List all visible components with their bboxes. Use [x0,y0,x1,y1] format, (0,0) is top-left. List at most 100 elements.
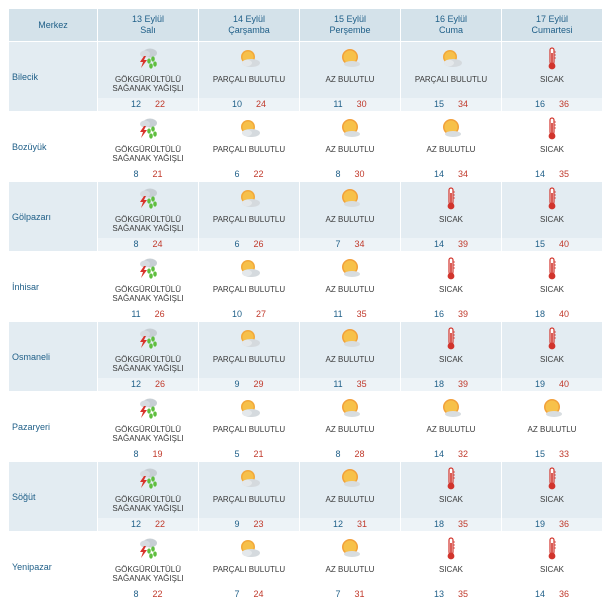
min-temperature: 14 [534,169,545,179]
min-temperature: 8 [335,449,341,459]
min-temperature: 14 [433,239,444,249]
condition-line: SAĞANAK YAĞIŞLI [112,364,184,373]
thermometer-icon [539,116,565,142]
temperature-range: 7 24 [199,588,299,601]
condition-line: PARÇALI BULUTLU [212,145,286,154]
forecast-cell: AZ BULUTLU 11 35 [300,252,400,321]
forecast-cell: AZ BULUTLU 12 31 [300,462,400,531]
forecast-cell: PARÇALI BULUTLU 9 23 [199,462,299,531]
forecast-cell: AZ BULUTLU 11 35 [300,322,400,391]
temperature-range: 6 22 [199,168,299,181]
mostly-sunny-icon [337,466,363,492]
thunderstorm-rain-icon [135,46,161,72]
temperature-range: 12 26 [98,378,198,391]
max-temperature: 35 [559,169,570,179]
condition-line: SICAK [539,285,564,294]
condition-text: SICAK [540,215,564,233]
min-temperature: 8 [133,239,139,249]
condition-line: SICAK [539,495,564,504]
condition-text: PARÇALI BULUTLU [213,565,285,583]
forecast-cell: SICAK 13 35 [401,532,501,601]
condition-line: AZ BULUTLU [325,495,375,504]
max-temperature: 34 [354,239,365,249]
max-temperature: 36 [559,589,570,599]
condition-text: PARÇALI BULUTLU [415,75,487,93]
forecast-cell: GÖKGÜRÜLTÜLÜ SAĞANAK YAĞIŞLI 8 21 [98,112,198,181]
temperature-range: 14 36 [502,588,602,601]
condition-line: SAĞANAK YAĞIŞLI [112,294,184,303]
mostly-sunny-icon [337,326,363,352]
min-temperature: 12 [130,519,141,529]
partly-cloudy-icon [236,186,262,212]
min-temperature: 11 [131,309,141,319]
thermometer-icon [539,186,565,212]
condition-line: SAĞANAK YAĞIŞLI [112,224,184,233]
forecast-cell: PARÇALI BULUTLU 10 24 [199,42,299,111]
min-temperature: 19 [534,379,545,389]
min-temperature: 18 [534,309,545,319]
condition-text: GÖKGÜRÜLTÜLÜ SAĞANAK YAĞIŞLI [112,215,183,233]
condition-text: SICAK [439,355,463,373]
forecast-cell: SICAK 14 39 [401,182,501,251]
condition-text: SICAK [540,75,564,93]
temperature-range: 12 22 [98,518,198,531]
temperature-range: 15 33 [502,448,602,461]
thermometer-icon [438,256,464,282]
min-temperature: 14 [534,589,545,599]
condition-line: SICAK [539,145,564,154]
day-header-weekday: Cuma [438,25,463,35]
max-temperature: 21 [253,449,264,459]
condition-line: PARÇALI BULUTLU [212,355,286,364]
condition-text: GÖKGÜRÜLTÜLÜ SAĞANAK YAĞIŞLI [112,565,183,583]
condition-line: GÖKGÜRÜLTÜLÜ [114,495,182,504]
thermometer-icon [539,256,565,282]
condition-line: GÖKGÜRÜLTÜLÜ [114,425,182,434]
condition-text: GÖKGÜRÜLTÜLÜ SAĞANAK YAĞIŞLI [112,355,183,373]
condition-text: SICAK [540,495,564,513]
day-header-date: 14 Eylül [232,14,266,24]
location-name: Gölpazarı [9,182,97,251]
partly-cloudy-icon [236,466,262,492]
temperature-range: 18 40 [502,308,602,321]
condition-text: AZ BULUTLU [326,425,375,443]
day-header-date: 16 Eylül [434,14,468,24]
max-temperature: 36 [559,99,570,109]
temperature-range: 8 22 [98,588,198,601]
forecast-cell: AZ BULUTLU 14 34 [401,112,501,181]
temperature-range: 18 35 [401,518,501,531]
temperature-range: 15 34 [401,98,501,111]
partly-cloudy-icon [236,256,262,282]
condition-line: GÖKGÜRÜLTÜLÜ [114,565,182,574]
condition-text: SICAK [540,145,564,163]
condition-line: AZ BULUTLU [325,215,375,224]
temperature-range: 7 31 [300,588,400,601]
condition-line: SAĞANAK YAĞIŞLI [112,84,184,93]
max-temperature: 22 [253,169,264,179]
forecast-cell: AZ BULUTLU 7 31 [300,532,400,601]
condition-line: AZ BULUTLU [325,145,375,154]
max-temperature: 26 [253,239,264,249]
forecast-cell: SICAK 18 40 [502,252,602,321]
temperature-range: 9 23 [199,518,299,531]
condition-line: AZ BULUTLU [325,565,375,574]
temperature-range: 14 39 [401,238,501,251]
temperature-range: 11 35 [300,308,400,321]
forecast-cell: GÖKGÜRÜLTÜLÜ SAĞANAK YAĞIŞLI 11 26 [98,252,198,321]
condition-line: AZ BULUTLU [325,425,375,434]
condition-text: SICAK [439,565,463,583]
condition-line: SICAK [438,565,463,574]
max-temperature: 36 [559,519,570,529]
condition-text: AZ BULUTLU [326,565,375,583]
max-temperature: 24 [256,99,267,109]
condition-line: SICAK [539,565,564,574]
min-temperature: 9 [234,519,240,529]
temperature-range: 16 39 [401,308,501,321]
condition-text: GÖKGÜRÜLTÜLÜ SAĞANAK YAĞIŞLI [112,495,183,513]
max-temperature: 27 [256,309,267,319]
condition-line: PARÇALI BULUTLU [212,75,286,84]
temperature-range: 8 21 [98,168,198,181]
min-temperature: 11 [333,379,343,389]
thermometer-icon [539,466,565,492]
partly-cloudy-icon [236,46,262,72]
condition-text: PARÇALI BULUTLU [213,425,285,443]
